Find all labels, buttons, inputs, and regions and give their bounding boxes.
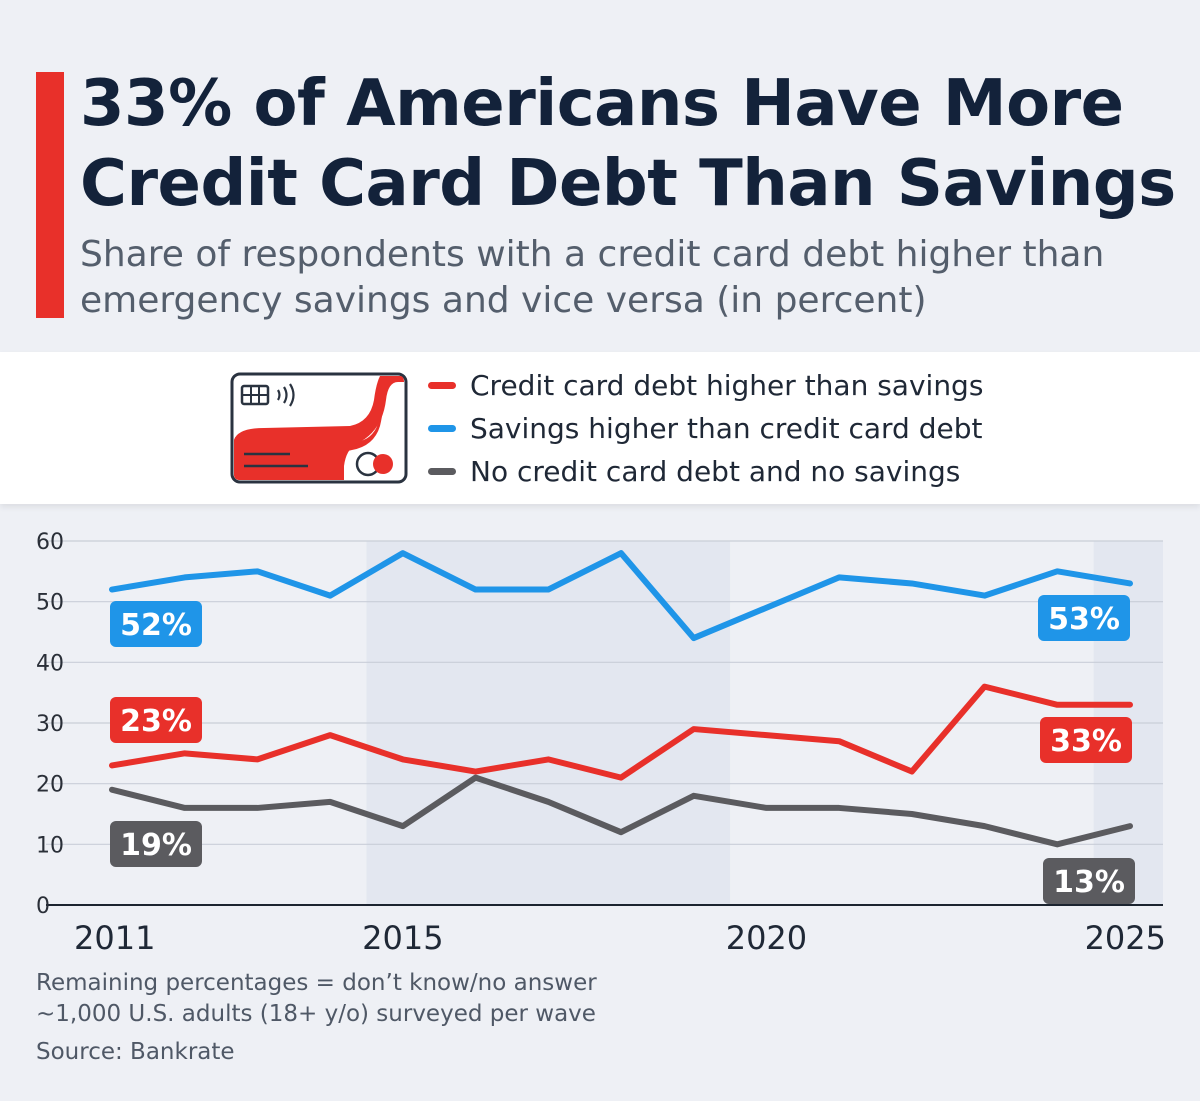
legend-label-credit: Credit card debt higher than savings bbox=[470, 369, 984, 402]
series-line-credit bbox=[109, 683, 1133, 781]
x-tick-label: 2025 bbox=[1085, 919, 1166, 957]
x-tick-label: 2011 bbox=[74, 919, 155, 957]
data-label-none-end: 13% bbox=[1053, 865, 1125, 900]
y-tick-label: 20 bbox=[36, 773, 64, 798]
data-label-savings-start: 52% bbox=[120, 608, 192, 643]
data-label-savings-end: 53% bbox=[1048, 602, 1120, 637]
footnote-sample: ~1,000 U.S. adults (18+ y/o) surveyed pe… bbox=[36, 1001, 596, 1027]
footnotes: Remaining percentages = don’t know/no an… bbox=[36, 968, 597, 1068]
data-label-box-savings-start bbox=[110, 601, 202, 647]
legend-item-none: No credit card debt and no savings bbox=[428, 450, 983, 493]
y-tick-label: 40 bbox=[36, 651, 64, 676]
data-label-credit-start: 23% bbox=[120, 704, 192, 739]
series-line-savings bbox=[109, 550, 1133, 642]
title-accent-bar bbox=[36, 72, 64, 318]
legend-label-none: No credit card debt and no savings bbox=[470, 455, 961, 488]
y-tick-label: 0 bbox=[36, 894, 50, 919]
data-label-credit-end: 33% bbox=[1050, 724, 1122, 759]
data-label-none-start: 19% bbox=[120, 828, 192, 863]
line-chart: 0 10 20 30 40 50 60 2011 2015 2020 2025 23% 33% 52% 53… bbox=[36, 530, 1166, 957]
footnote-source: Source: Bankrate bbox=[36, 1039, 235, 1065]
data-label-box-none-end bbox=[1043, 858, 1135, 904]
legend-label-savings: Savings higher than credit card debt bbox=[470, 412, 983, 445]
y-tick-label: 50 bbox=[36, 591, 64, 616]
legend-swatch-credit bbox=[428, 382, 456, 389]
legend-swatch-savings bbox=[428, 425, 456, 432]
chart-subtitle: Share of respondents with a credit card … bbox=[80, 234, 1105, 321]
y-tick-label: 60 bbox=[36, 530, 64, 555]
legend-item-credit: Credit card debt higher than savings bbox=[428, 364, 983, 407]
data-label-box-credit-start bbox=[110, 697, 202, 743]
x-tick-label: 2020 bbox=[726, 919, 807, 957]
legend-band bbox=[0, 352, 1200, 504]
chart-title: 33% of Americans Have More Credit Card D… bbox=[80, 67, 1176, 221]
chart-legend: Credit card debt higher than savings Sav… bbox=[428, 364, 983, 493]
legend-swatch-none bbox=[428, 468, 456, 475]
data-label-box-none-start bbox=[110, 821, 202, 867]
y-tick-label: 10 bbox=[36, 833, 64, 858]
series-line-none bbox=[109, 774, 1133, 848]
legend-item-savings: Savings higher than credit card debt bbox=[428, 407, 983, 450]
y-tick-label: 30 bbox=[36, 712, 64, 737]
credit-card-icon bbox=[230, 372, 408, 484]
data-label-box-savings-end bbox=[1038, 595, 1130, 641]
x-tick-label: 2015 bbox=[362, 919, 443, 957]
footnote-remaining: Remaining percentages = don’t know/no an… bbox=[36, 970, 597, 996]
data-label-box-credit-end bbox=[1040, 717, 1132, 763]
